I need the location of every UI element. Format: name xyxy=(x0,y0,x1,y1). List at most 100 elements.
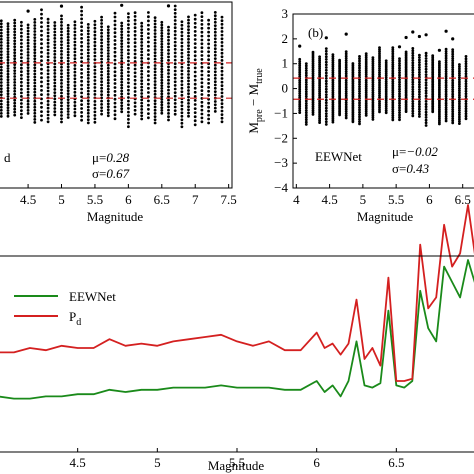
scatter-point xyxy=(378,110,381,114)
scatter-point xyxy=(0,105,3,109)
scatter-point xyxy=(213,77,217,80)
scatter-point xyxy=(391,93,395,96)
scatter-point xyxy=(80,29,83,32)
x-tick-label: 6 xyxy=(125,192,132,207)
scatter-point xyxy=(73,37,77,40)
scatter-point xyxy=(73,40,77,44)
scatter-point xyxy=(80,75,83,79)
scatter-point xyxy=(464,82,468,86)
scatter-point xyxy=(93,75,97,79)
scatter-point xyxy=(126,85,130,88)
scatter-point xyxy=(298,70,302,74)
scatter-point xyxy=(304,99,308,103)
scatter-point xyxy=(100,35,103,38)
scatter-point xyxy=(106,37,110,41)
scatter-point xyxy=(93,93,97,96)
scatter-point xyxy=(173,73,177,76)
scatter-point xyxy=(451,110,455,114)
scatter-point xyxy=(451,50,455,54)
scatter-point xyxy=(160,59,164,63)
scatter-point xyxy=(358,108,361,112)
scatter-point xyxy=(86,38,90,42)
scatter-point xyxy=(331,104,335,108)
scatter-point xyxy=(13,113,17,117)
scatter-point xyxy=(53,40,57,43)
scatter-point xyxy=(126,41,130,45)
scatter-point xyxy=(391,46,395,49)
scatter-point xyxy=(378,56,381,60)
scatter-point xyxy=(80,13,83,17)
scatter-point xyxy=(66,110,70,113)
scatter-point xyxy=(384,92,388,96)
scatter-point xyxy=(40,46,43,50)
scatter-point xyxy=(391,50,395,54)
scatter-point xyxy=(133,63,137,67)
scatter-point xyxy=(358,69,361,72)
scatter-point xyxy=(298,75,302,78)
scatter-point xyxy=(53,24,57,27)
scatter-point xyxy=(193,95,197,98)
scatter-point xyxy=(180,111,184,115)
scatter-point xyxy=(318,57,321,61)
scatter-point xyxy=(100,25,103,29)
scatter-point xyxy=(153,102,157,106)
x-tick-label: 6.5 xyxy=(455,192,471,207)
scatter-point xyxy=(213,80,217,84)
scatter-point xyxy=(371,91,375,94)
scatter-point xyxy=(153,25,157,29)
scatter-point xyxy=(418,80,421,84)
scatter-point xyxy=(140,31,144,35)
scatter-point xyxy=(53,33,57,37)
scatter-point xyxy=(100,86,103,90)
scatter-point xyxy=(173,58,177,62)
scatter-point xyxy=(153,121,157,125)
scatter-point xyxy=(26,69,30,73)
scatter-point xyxy=(451,74,455,78)
scatter-point xyxy=(167,38,170,42)
scatter-point xyxy=(167,72,170,75)
scatter-point xyxy=(0,102,3,106)
scatter-point xyxy=(40,25,43,29)
scatter-point xyxy=(6,53,10,56)
scatter-point xyxy=(193,107,197,110)
scatter-point xyxy=(187,60,190,64)
scatter-point xyxy=(167,48,170,52)
scatter-point xyxy=(213,14,217,18)
scatter-point xyxy=(371,74,375,78)
scatter-point xyxy=(444,112,448,116)
scatter-point xyxy=(133,82,137,86)
outlier-point xyxy=(324,36,328,40)
scatter-point xyxy=(13,92,17,96)
x-tick-label: 4.5 xyxy=(70,455,86,470)
scatter-point xyxy=(13,54,17,58)
scatter-point xyxy=(458,65,461,69)
scatter-point xyxy=(167,108,170,112)
scatter-point xyxy=(364,85,368,88)
scatter-point xyxy=(140,60,144,63)
scatter-point xyxy=(126,45,130,48)
scatter-point xyxy=(26,99,30,103)
scatter-point xyxy=(464,79,468,83)
scatter-point xyxy=(13,21,17,25)
scatter-point xyxy=(167,32,170,36)
scatter-point xyxy=(100,48,103,51)
scatter-point xyxy=(344,92,348,96)
scatter-point xyxy=(147,65,150,69)
scatter-point xyxy=(6,78,10,82)
scatter-point xyxy=(418,68,421,72)
scatter-point xyxy=(311,95,315,99)
scatter-point xyxy=(464,117,468,121)
scatter-point xyxy=(200,34,204,38)
scatter-point xyxy=(378,85,381,89)
scatter-point xyxy=(364,81,368,84)
scatter-point xyxy=(113,43,117,46)
scatter-point xyxy=(33,111,37,115)
scatter-point xyxy=(384,59,388,63)
scatter-point xyxy=(331,55,335,58)
scatter-point xyxy=(167,78,170,82)
scatter-point xyxy=(173,40,177,44)
scatter-point xyxy=(100,67,103,71)
scatter-point xyxy=(364,56,368,60)
scatter-point xyxy=(160,40,164,43)
scatter-point xyxy=(220,19,224,23)
